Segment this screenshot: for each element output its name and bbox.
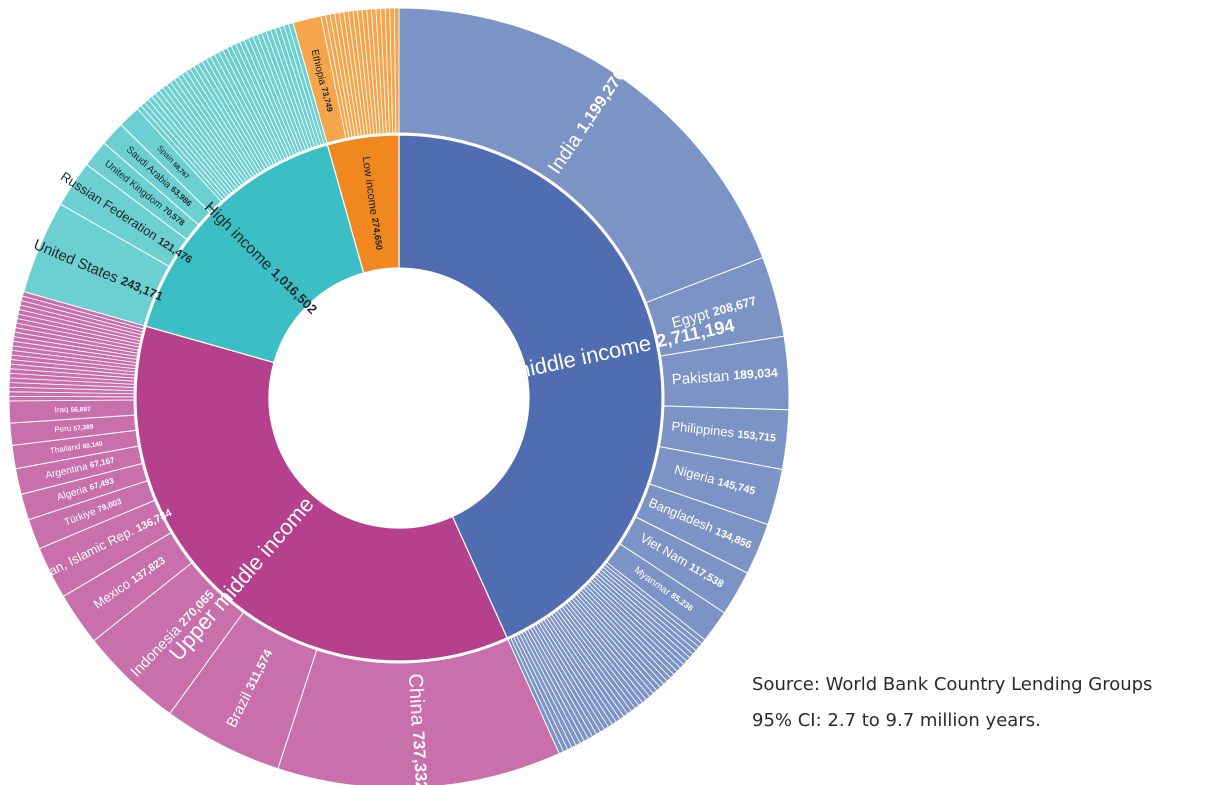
outer-label-philippines-name: Philippines (671, 419, 739, 441)
outer-label-peru-name: Peru (54, 424, 74, 435)
outer-ring (8, 7, 790, 785)
outer-label-iraq-value: 56,897 (71, 406, 92, 414)
outer-label-iraq-name: Iraq (55, 405, 71, 415)
outer-label-thailand-value: 60,140 (82, 440, 103, 450)
outer-label-peru-value: 57,389 (73, 423, 94, 432)
confidence-interval-note: 95% CI: 2.7 to 9.7 million years. (752, 710, 1041, 731)
outer-slice-india[interactable] (398, 7, 764, 304)
outer-label-china: China 737,332 (404, 673, 432, 785)
outer-label-china-value: 737,332 (409, 731, 430, 785)
outer-label-peru: Peru 57,389 (54, 422, 94, 435)
outer-label-pakistan-value: 189,034 (733, 366, 778, 383)
inner-slice-low-income[interactable] (326, 134, 400, 274)
inner-slice-upper-middle-income[interactable] (135, 325, 508, 662)
inner-slice-high-income[interactable] (145, 144, 365, 364)
inner-slice-lower-middle-income[interactable] (398, 134, 663, 639)
outer-label-pakistan-name: Pakistan (671, 367, 734, 388)
inner-ring (135, 134, 663, 662)
outer-label-philippines: Philippines 153,715 (671, 419, 777, 445)
outer-label-pakistan: Pakistan 189,034 (671, 365, 778, 389)
outer-label-china-name: China (404, 673, 429, 732)
inner-label-upper-middle-income-value: 2,264,775 (306, 428, 374, 502)
outer-label-philippines-value: 153,715 (737, 428, 777, 444)
outer-slice-other[interactable] (393, 7, 400, 134)
outer-label-iraq: Iraq 56,897 (55, 404, 92, 414)
inner-label-low-income-value: 274,650 (370, 217, 384, 251)
source-note: Source: World Bank Country Lending Group… (752, 674, 1153, 695)
